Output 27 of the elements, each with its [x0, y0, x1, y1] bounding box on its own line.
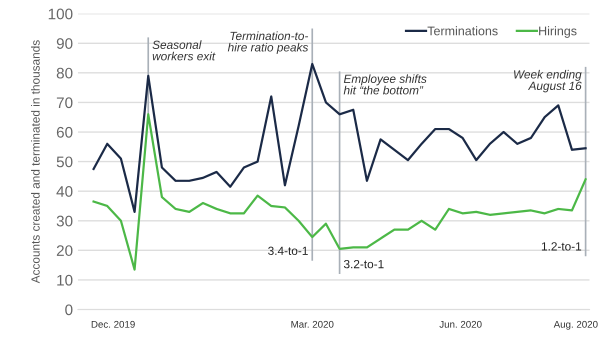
y-tick-label: 80 — [56, 68, 72, 79]
annotation: 1.2-to-1 — [542, 242, 582, 251]
y-tick-label: 90 — [56, 38, 72, 49]
x-tick-label: Mar. 2020 — [291, 320, 334, 328]
x-tick-label: Jun. 2020 — [439, 320, 482, 328]
y-tick-label: 100 — [48, 8, 72, 20]
ref-line-label: Week ending August 16 — [514, 70, 582, 92]
ref-line-label: Seasonal workers exit — [152, 40, 216, 60]
y-tick-label: 30 — [56, 216, 72, 226]
y-tick-label: 70 — [56, 97, 72, 108]
legend-label: Terminations — [428, 26, 498, 36]
ref-line-label: Employee shifts hit “the bottom” — [344, 74, 427, 94]
legend-label: Hirings — [539, 26, 577, 38]
y-tick-label: 0 — [65, 304, 72, 316]
annotation: 3.4-to-1 — [268, 246, 308, 255]
annotation: 3.2-to-1 — [344, 260, 384, 268]
y-tick-label: 50 — [56, 156, 72, 168]
y-axis-title: Accounts created and terminated in thousands — [31, 40, 40, 284]
x-tick-label: Aug. 2020 — [554, 320, 598, 330]
ref-line-label: Termination-to- hire ratio peaks — [228, 31, 308, 54]
x-tick-label: Dec. 2019 — [92, 320, 135, 328]
y-tick-label: 60 — [56, 126, 72, 138]
line-series — [92, 113, 587, 271]
y-tick-label: 40 — [56, 186, 72, 197]
line-series — [92, 62, 587, 213]
y-tick-label: 10 — [57, 274, 72, 286]
y-tick-label: 20 — [56, 245, 72, 256]
